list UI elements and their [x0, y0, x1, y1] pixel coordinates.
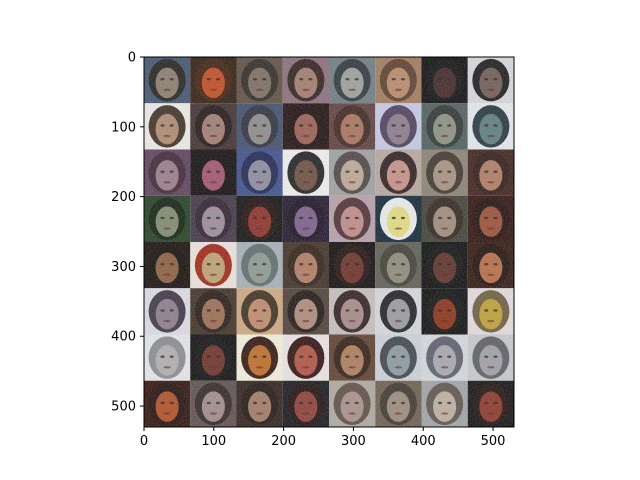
y-tick-label: 400 [111, 330, 136, 345]
y-tick-label: 200 [111, 190, 136, 205]
y-tick-label: 300 [111, 260, 136, 275]
x-tick-label: 200 [271, 434, 296, 449]
x-tick-label: 400 [411, 434, 436, 449]
x-tick-label: 0 [140, 434, 148, 449]
y-tick-label: 100 [111, 120, 136, 135]
y-tick-label: 0 [128, 51, 136, 66]
x-axis: 0 100 200 300 400 500 [140, 427, 506, 449]
x-tick-label: 100 [201, 434, 226, 449]
x-tick-label: 500 [481, 434, 506, 449]
x-tick-label: 300 [341, 434, 366, 449]
y-axis: 0 100 200 300 400 500 [111, 51, 144, 415]
axes-frame [143, 56, 515, 428]
noise-overlay [144, 57, 514, 427]
y-tick-label: 500 [111, 400, 136, 415]
